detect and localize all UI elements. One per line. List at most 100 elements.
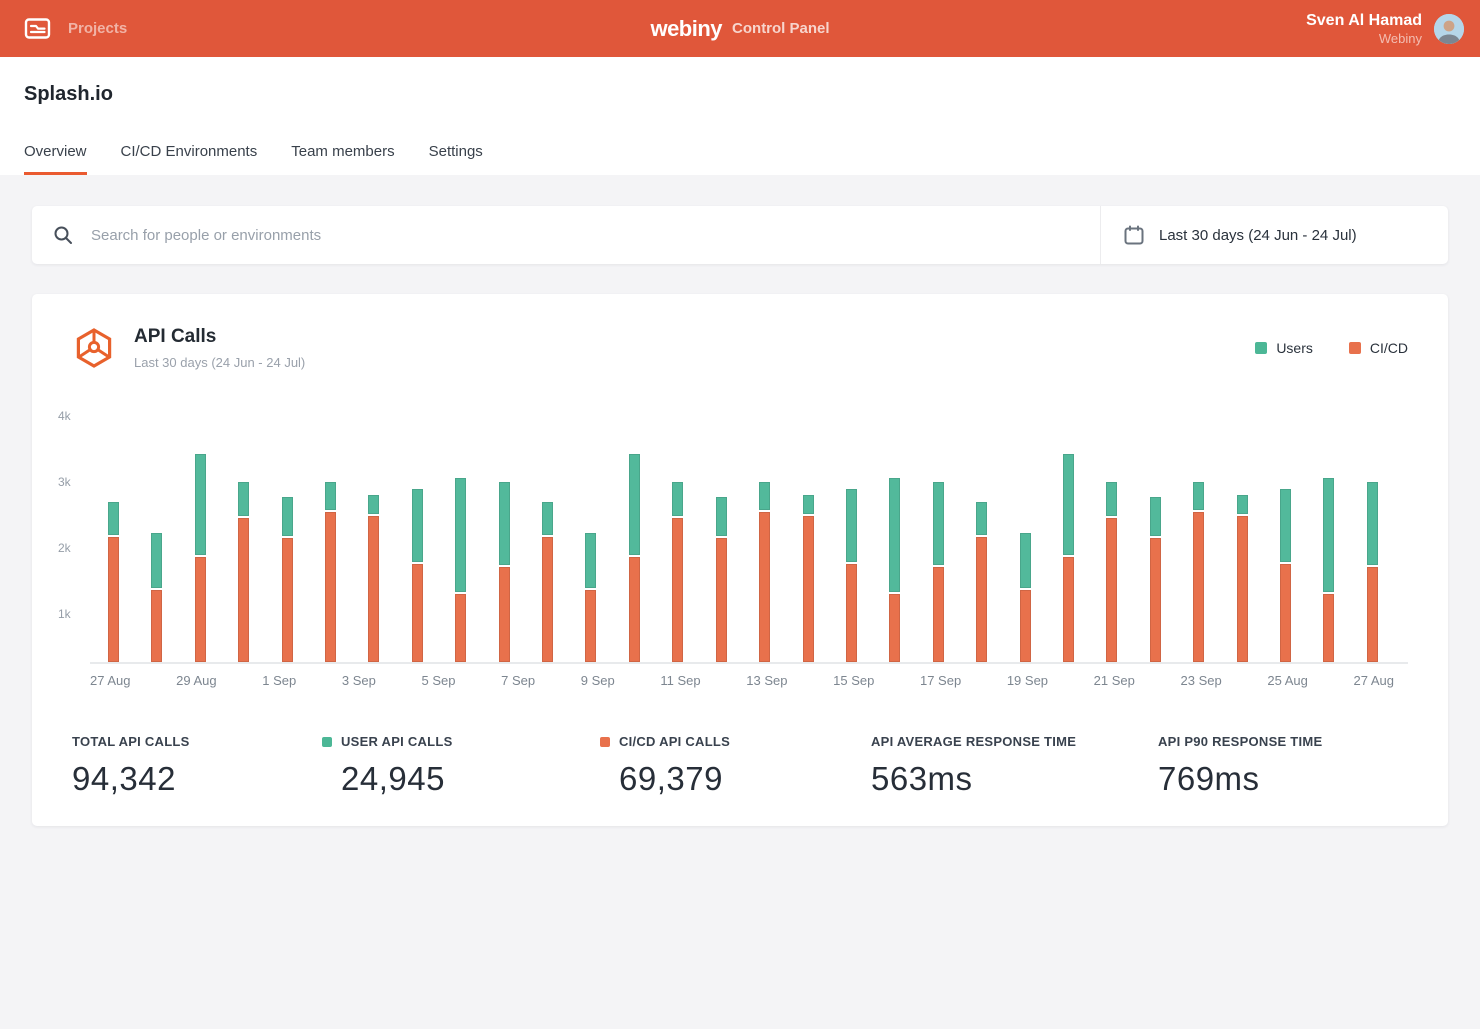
search-icon <box>52 224 74 246</box>
bar[interactable] <box>932 482 944 662</box>
bar[interactable] <box>628 453 640 662</box>
bar-cicd-segment <box>585 590 597 662</box>
bar[interactable] <box>455 478 467 662</box>
tab-settings[interactable]: Settings <box>428 143 483 160</box>
bar-users-segment <box>1019 532 1031 589</box>
user-org: Webiny <box>1378 30 1422 46</box>
folder-icon <box>24 15 51 42</box>
bar[interactable] <box>1062 453 1074 662</box>
avatar <box>1434 13 1464 44</box>
bar-users-segment <box>672 482 684 517</box>
bar-cicd-segment <box>325 512 337 662</box>
bar[interactable] <box>542 501 554 662</box>
stat-dot <box>322 736 332 747</box>
toolbar-card: Last 30 days (24 Jun - 24 Jul) <box>32 206 1448 264</box>
x-label: 11 Sep <box>660 673 701 688</box>
x-label: 29 Aug <box>176 673 217 688</box>
bar-cicd-segment <box>845 563 857 662</box>
x-label: 15 Sep <box>833 673 875 688</box>
bar[interactable] <box>759 482 771 662</box>
bar-cicd-segment <box>411 563 423 662</box>
bar[interactable] <box>108 501 119 662</box>
legend-item-ci-cd[interactable]: CI/CD <box>1348 340 1408 356</box>
stat-label-text: CI/CD API CALLS <box>619 734 731 749</box>
stat-value: 94,342 <box>72 760 176 797</box>
bar-users-segment <box>759 482 771 511</box>
x-label: 27 Aug <box>1353 673 1395 688</box>
bar[interactable] <box>1366 482 1378 662</box>
bar[interactable] <box>1236 494 1248 662</box>
bar-users-segment <box>238 482 250 517</box>
bar[interactable] <box>281 497 293 662</box>
bar-cicd-segment <box>1193 512 1205 662</box>
bar[interactable] <box>845 489 857 662</box>
date-range-label: Last 30 days (24 Jun - 24 Jul) <box>1159 226 1357 244</box>
bar-cicd-segment <box>1019 590 1031 662</box>
search-input[interactable] <box>89 225 1100 245</box>
x-label: 19 Sep <box>1006 673 1049 688</box>
bar[interactable] <box>1106 482 1118 662</box>
bar[interactable] <box>1193 482 1205 662</box>
bar[interactable] <box>194 453 206 662</box>
bar[interactable] <box>1019 532 1031 662</box>
user-text: Sven Al Hamad Webiny <box>1306 12 1422 46</box>
bar[interactable] <box>368 494 380 662</box>
topbar: Projects webiny Control Panel Sven Al Ha… <box>0 0 1480 57</box>
stat-api-p90-response-time: API P90 RESPONSE TIME 769ms <box>1158 734 1408 798</box>
brand-suffix: Control Panel <box>732 20 830 37</box>
bar[interactable] <box>238 482 250 662</box>
stat-label-text: USER API CALLS <box>341 734 453 749</box>
bar-cicd-segment <box>976 537 988 662</box>
bar-cicd-segment <box>194 557 206 662</box>
bar[interactable] <box>498 482 510 662</box>
tab-ci-cd-environments[interactable]: CI/CD Environments <box>120 143 258 160</box>
bar-users-segment <box>932 482 944 566</box>
page-head: Splash.io Overview CI/CD Environments Team… <box>0 57 1480 175</box>
content: Last 30 days (24 Jun - 24 Jul) API Calls… <box>0 206 1480 826</box>
bar[interactable] <box>411 489 423 662</box>
stat-label-text: API AVERAGE RESPONSE TIME <box>871 734 1077 749</box>
user-name: Sven Al Hamad <box>1306 11 1422 29</box>
bar-users-segment <box>585 532 597 589</box>
x-label: 5 Sep <box>421 673 456 688</box>
bar[interactable] <box>585 532 597 662</box>
bar-cicd-segment <box>1323 593 1335 662</box>
x-label: 3 Sep <box>341 673 376 688</box>
bar-users-segment <box>542 501 554 536</box>
bar-cicd-segment <box>455 593 467 662</box>
bar[interactable] <box>151 532 163 662</box>
stat-label: API P90 RESPONSE TIME <box>1158 734 1408 749</box>
bar[interactable] <box>672 482 684 662</box>
chart: 1k 2k 3k 4k 27 Aug 29 Aug 1 Sep 3 Sep 5 Sep 7 Se… <box>56 409 1408 688</box>
nav-projects[interactable]: Projects <box>24 15 127 42</box>
legend-item-users[interactable]: Users <box>1255 340 1313 356</box>
bar[interactable] <box>1149 497 1161 662</box>
bar-cicd-segment <box>802 515 814 662</box>
bar-users-segment <box>1279 489 1291 562</box>
stat-label: USER API CALLS <box>322 734 600 749</box>
chart-head-text: API Calls Last 30 days (24 Jun - 24 Jul) <box>134 326 305 370</box>
stat-value: 24,945 <box>341 760 445 797</box>
tab-overview[interactable]: Overview <box>24 143 87 175</box>
bar-users-segment <box>368 494 380 514</box>
tab-team-members[interactable]: Team members <box>291 143 395 160</box>
bar-cicd-segment <box>151 590 163 662</box>
brand-logo: webiny <box>650 15 723 41</box>
date-range-button[interactable]: Last 30 days (24 Jun - 24 Jul) <box>1100 206 1448 264</box>
y-tick: 3k <box>58 475 71 489</box>
x-label: 27 Aug <box>90 673 131 688</box>
bar[interactable] <box>715 497 727 662</box>
chart-subtitle: Last 30 days (24 Jun - 24 Jul) <box>134 355 306 370</box>
bar-users-segment <box>411 489 423 562</box>
bar[interactable] <box>976 501 988 662</box>
bar[interactable] <box>325 482 337 662</box>
bar[interactable] <box>1279 489 1291 662</box>
x-label: 25 Aug <box>1267 673 1308 688</box>
bar-cicd-segment <box>1366 567 1378 662</box>
bar[interactable] <box>1323 478 1335 662</box>
stat-label: TOTAL API CALLS <box>72 734 322 749</box>
bar[interactable] <box>889 478 901 662</box>
user-menu[interactable]: Sven Al Hamad Webiny <box>1306 12 1464 46</box>
bar[interactable] <box>802 494 814 662</box>
bar-users-segment <box>1149 497 1161 537</box>
